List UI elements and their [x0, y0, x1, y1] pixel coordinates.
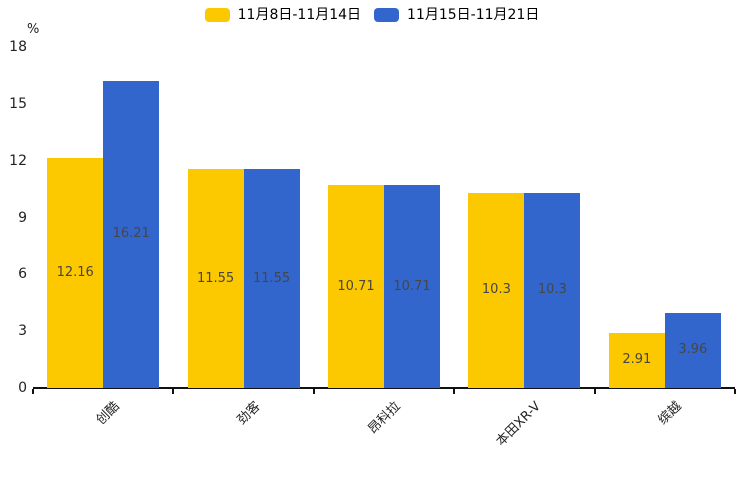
x-axis-tick	[312, 389, 315, 394]
x-axis-category-label: 缤越	[655, 399, 685, 429]
bar-value-label: 10.71	[337, 278, 375, 294]
x-axis-category-label: 劲客	[234, 399, 264, 429]
bar-series1-劲客[interactable]	[243, 169, 300, 388]
x-axis-category-label: 创酷	[93, 399, 123, 429]
legend-item-0[interactable]: 11月8日-11月14日	[204, 7, 362, 23]
bar-series0-本田XR-V[interactable]	[468, 192, 525, 388]
y-axis-unit-label: %	[27, 22, 40, 37]
x-axis-category-label: 昂科拉	[365, 399, 404, 438]
bar-value-label: 2.91	[622, 352, 652, 368]
legend: 11月8日-11月14日 11月15日-11月21日	[0, 7, 744, 23]
bar-value-label: 11.55	[252, 270, 291, 286]
legend-item-1[interactable]: 11月15日-11月21日	[374, 7, 539, 23]
bar-series0-缤越[interactable]	[608, 332, 665, 388]
x-axis-category-label: 本田XR-V	[493, 399, 545, 450]
bar-value-label: 11.55	[196, 270, 235, 286]
legend-label: 11月15日-11月21日	[407, 7, 540, 23]
bar-series1-本田XR-V[interactable]	[524, 192, 581, 388]
x-axis-tick	[32, 389, 34, 394]
bar-value-label: 12.16	[56, 264, 94, 280]
x-axis-tick	[734, 389, 736, 394]
bar-value-label: 10.3	[481, 282, 511, 298]
y-axis-tick-label: 15	[9, 95, 27, 112]
bar-series1-昂科拉[interactable]	[384, 185, 440, 388]
bar-series0-创酷[interactable]	[47, 157, 104, 388]
bar-series1-创酷[interactable]	[103, 80, 160, 388]
bar-value-label: 10.3	[537, 282, 567, 298]
y-axis-tick-label: 9	[18, 209, 27, 226]
y-axis-tick-label: 0	[18, 380, 27, 396]
x-axis-tick	[453, 389, 456, 394]
bar-value-label: 16.21	[112, 226, 150, 242]
bar-series0-昂科拉[interactable]	[328, 185, 384, 388]
legend-label: 11月8日-11月14日	[237, 7, 362, 23]
x-axis-tick	[172, 389, 175, 394]
y-axis-tick-label: 3	[18, 323, 27, 340]
x-axis-tick	[593, 389, 596, 394]
legend-swatch-icon	[374, 8, 400, 22]
bar-value-label: 10.71	[393, 278, 431, 294]
x-axis-line	[33, 387, 735, 389]
y-axis-tick-label: 18	[9, 39, 27, 55]
legend-swatch-icon	[204, 8, 230, 22]
y-axis-tick-label: 12	[9, 152, 27, 169]
y-axis-tick-label: 6	[18, 266, 27, 283]
bar-series1-缤越[interactable]	[664, 312, 721, 388]
bar-series0-劲客[interactable]	[187, 169, 244, 388]
bar-value-label: 3.96	[678, 342, 708, 358]
